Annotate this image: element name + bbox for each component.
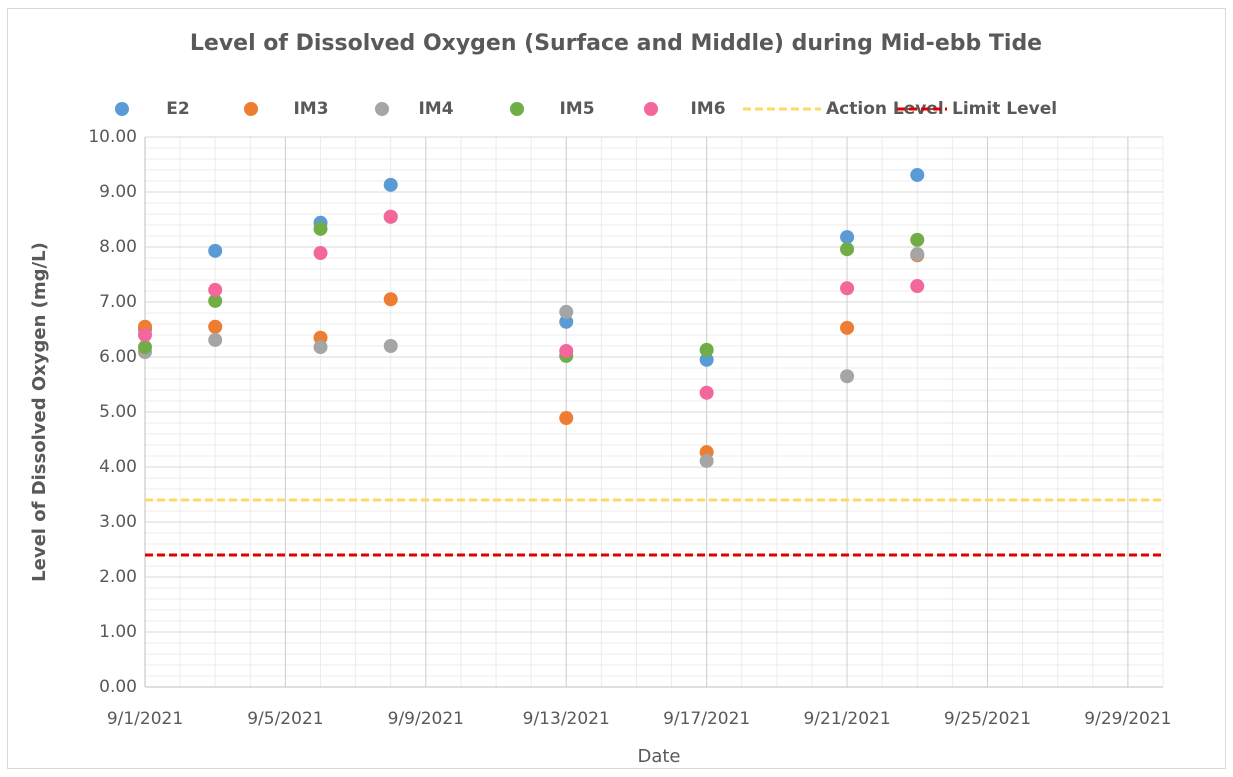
legend-label: IM3: [293, 99, 328, 119]
legend-label: IM6: [690, 99, 725, 119]
data-point: [138, 328, 152, 342]
data-point: [383, 292, 398, 307]
data-point: [208, 293, 223, 308]
y-tick-label: 7.00: [99, 292, 137, 312]
data-point: [559, 411, 574, 426]
data-point: [840, 320, 855, 335]
legend-label: IM4: [418, 99, 453, 119]
legend-marker: [644, 102, 658, 116]
y-tick-label: 9.00: [99, 182, 137, 202]
legend-marker: [115, 102, 129, 116]
data-point: [840, 230, 855, 245]
data-point: [910, 247, 925, 262]
y-axis-label: Level of Dissolved Oxygen (mg/L): [29, 242, 50, 582]
y-tick-label: 6.00: [99, 347, 137, 367]
x-tick-label: 9/1/2021: [107, 709, 183, 729]
data-point: [313, 340, 328, 355]
data-point: [559, 314, 574, 329]
y-tick-label: 0.00: [99, 677, 137, 697]
legend-label: Action Level: [826, 99, 944, 119]
y-tick-label: 5.00: [99, 402, 137, 422]
legend-label: Limit Level: [952, 99, 1057, 119]
data-point: [559, 343, 574, 358]
x-tick-label: 9/13/2021: [523, 709, 610, 729]
data-point: [383, 339, 398, 353]
legend-marker: [244, 102, 258, 116]
x-tick-label: 9/25/2021: [944, 709, 1031, 729]
data-point: [699, 453, 714, 468]
x-axis-label: Date: [637, 746, 680, 767]
data-point: [208, 332, 223, 347]
x-tick-label: 9/9/2021: [388, 709, 464, 729]
data-point: [208, 319, 223, 334]
x-tick-label: 9/5/2021: [247, 709, 323, 729]
y-tick-label: 2.00: [99, 567, 137, 587]
data-point: [383, 177, 398, 192]
data-point: [138, 340, 152, 355]
data-point: [383, 209, 398, 224]
data-point: [699, 342, 714, 357]
x-tick-label: 9/17/2021: [663, 709, 750, 729]
data-point: [910, 232, 925, 247]
x-tick-label: 9/29/2021: [1084, 709, 1171, 729]
legend-marker: [510, 102, 524, 116]
data-point: [840, 281, 855, 296]
chart-title: Level of Dissolved Oxygen (Surface and M…: [190, 31, 1042, 56]
y-tick-label: 4.00: [99, 457, 137, 477]
data-point: [313, 246, 328, 261]
data-point: [208, 243, 223, 258]
data-point: [699, 352, 714, 367]
data-point: [910, 279, 925, 294]
data-point: [559, 304, 574, 319]
legend-marker: [375, 102, 389, 116]
legend-label: E2: [166, 99, 189, 119]
y-tick-label: 10.00: [88, 127, 137, 147]
legend-label: IM5: [559, 99, 594, 119]
data-point: [313, 221, 328, 236]
y-tick-label: 1.00: [99, 622, 137, 642]
data-point: [699, 385, 714, 400]
x-tick-label: 9/21/2021: [803, 709, 890, 729]
data-point: [910, 167, 925, 182]
data-point: [840, 242, 855, 257]
data-point: [840, 369, 855, 384]
y-tick-label: 8.00: [99, 237, 137, 257]
y-tick-label: 3.00: [99, 512, 137, 532]
data-point: [208, 282, 223, 297]
